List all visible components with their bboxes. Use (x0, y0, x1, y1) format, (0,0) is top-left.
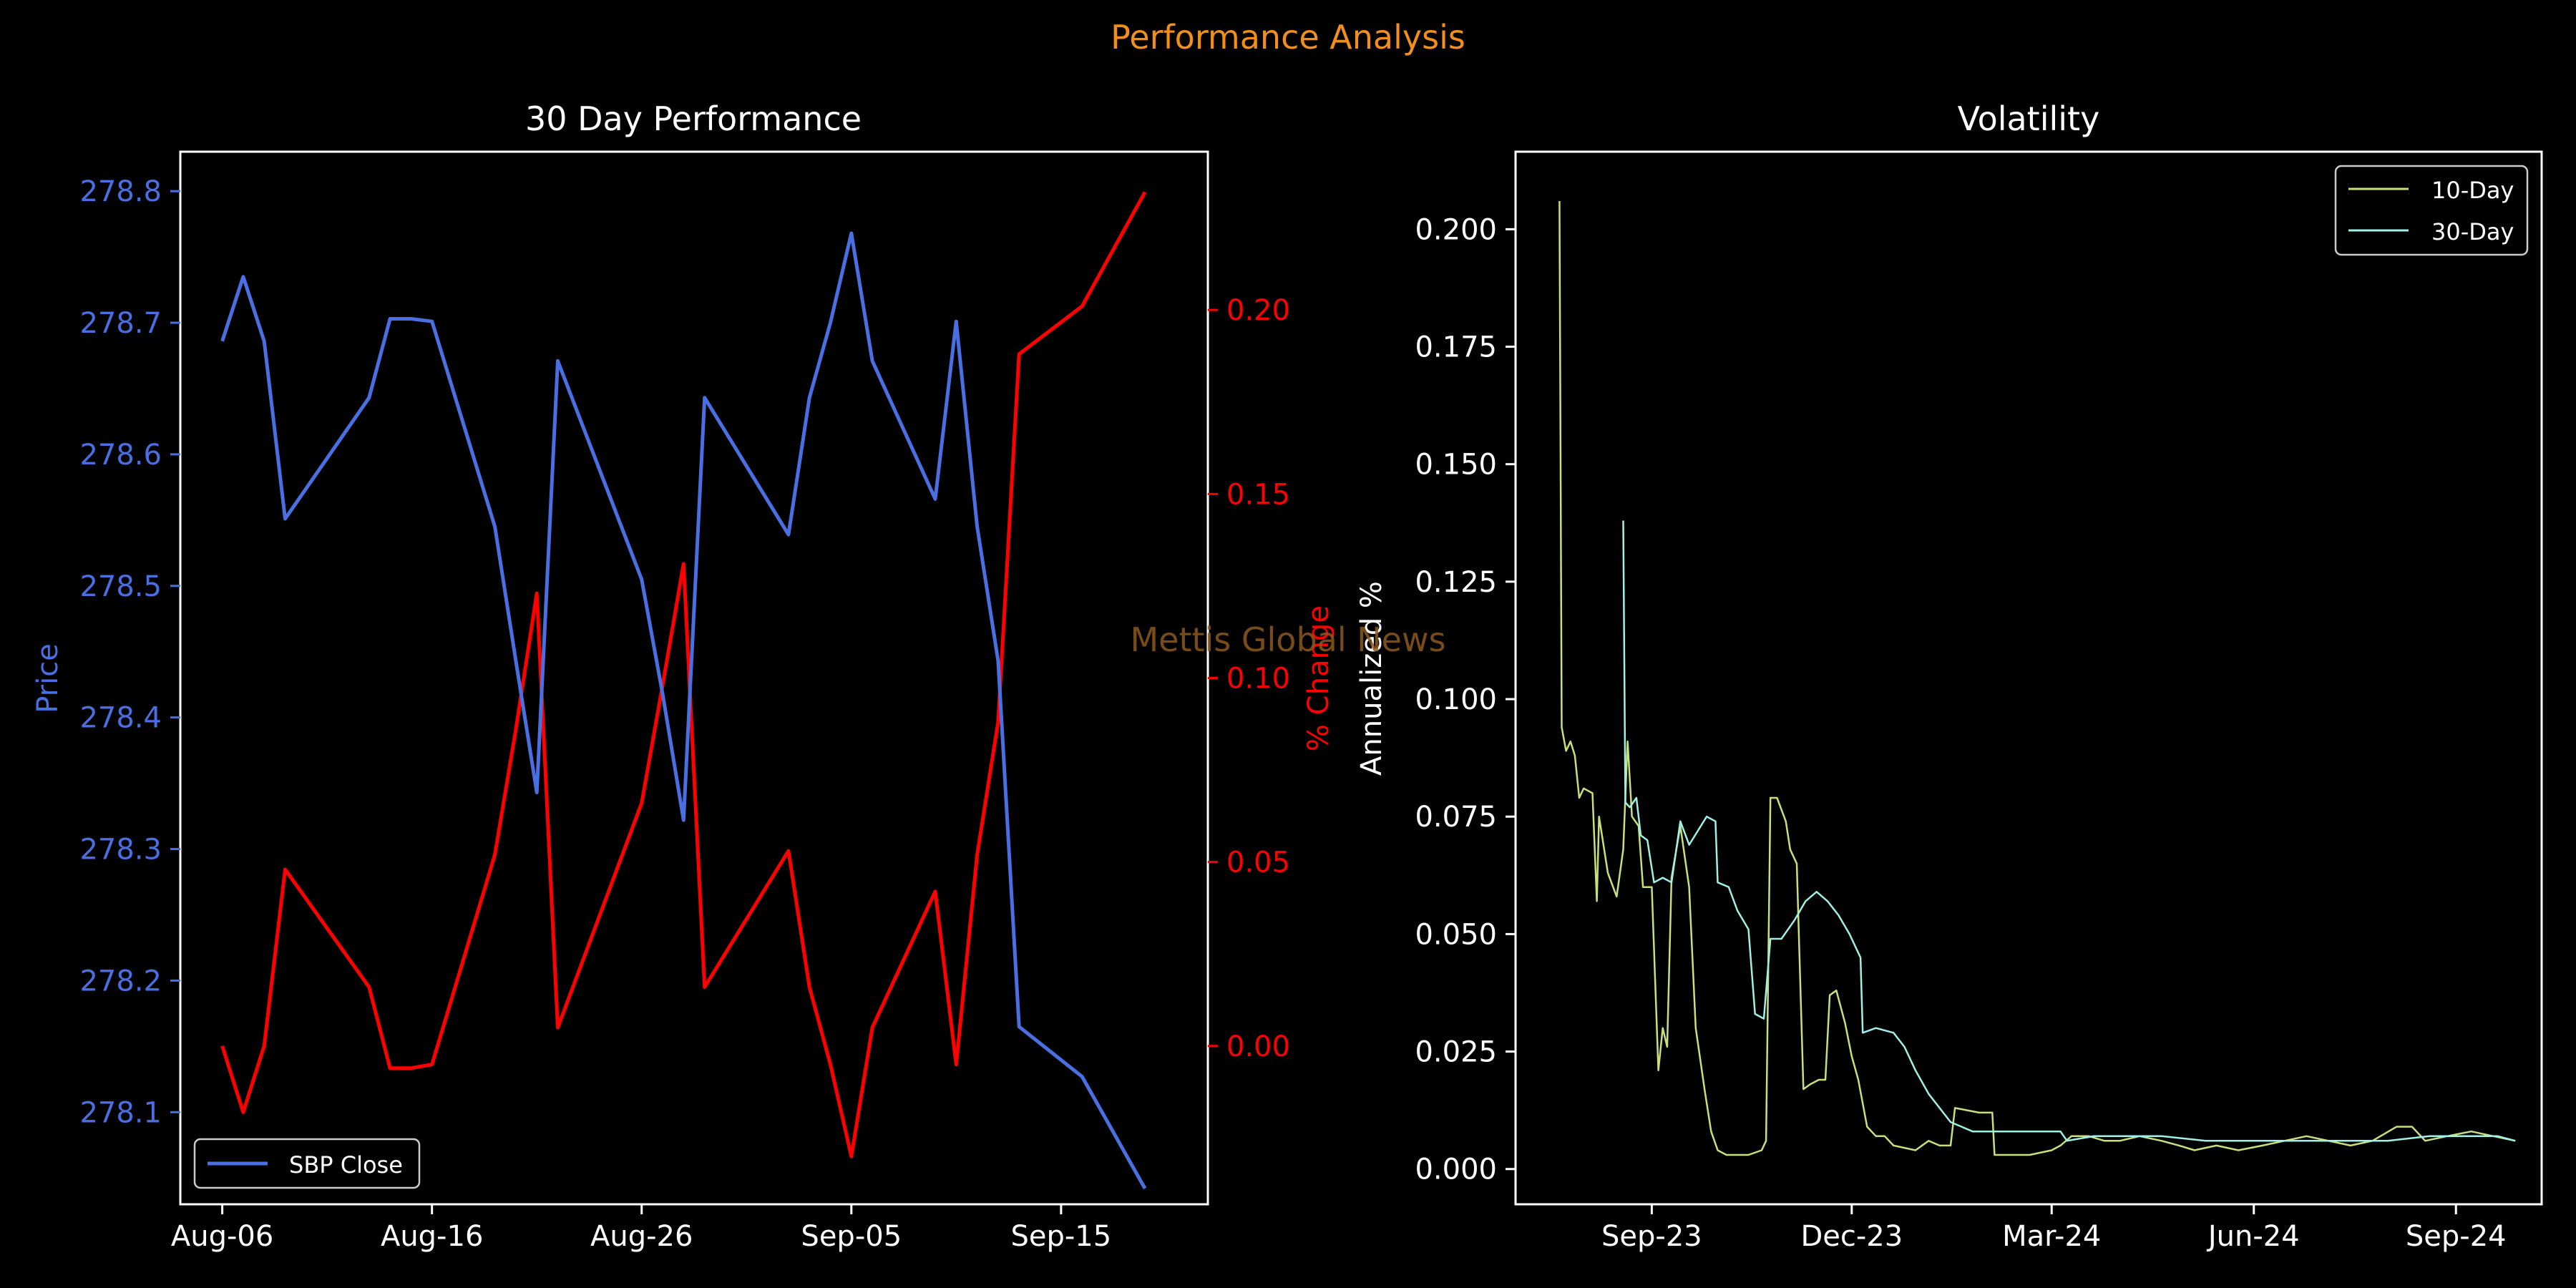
vol-x-tick-label-dec-23: Dec-23 (1800, 1220, 1903, 1253)
pct-change-axis-label: % Change (1302, 605, 1335, 751)
price-tick-label-278-2: 278.2 (79, 965, 162, 997)
x-tick-label-aug-16: Aug-16 (381, 1220, 483, 1253)
price-tick-label-278-1: 278.1 (79, 1096, 162, 1129)
pct-tick-label-0-00: 0.00 (1226, 1030, 1290, 1063)
vol-y-tick-label-0-100: 0.100 (1415, 683, 1497, 716)
pct-tick-label-0-10: 0.10 (1226, 663, 1290, 696)
series-line-pct-change (220, 191, 1147, 1158)
legend-label-10-day: 10-Day (2431, 177, 2514, 204)
price-tick-label-278-5: 278.5 (79, 570, 162, 603)
vol-x-tick-label-sep-24: Sep-24 (2406, 1220, 2507, 1253)
vol-y-tick-label-0-200: 0.200 (1415, 213, 1497, 246)
price-tick-label-278-7: 278.7 (79, 307, 162, 340)
vol-x-tick-label-sep-23: Sep-23 (1601, 1220, 1702, 1253)
x-tick-label-sep-15: Sep-15 (1010, 1220, 1111, 1253)
annualized-axis-label: Annualized % (1355, 581, 1388, 776)
legend-label-sbp-close: SBP Close (289, 1151, 403, 1179)
volatility-chart-frame (1514, 150, 2543, 1206)
watermark: Mettis Global News (1130, 620, 1445, 659)
x-tick-label-aug-06: Aug-06 (171, 1220, 273, 1253)
price-tick-label-278-6: 278.6 (79, 439, 162, 472)
performance-chart: 30 Day Performance Price % Change Aug-06… (31, 99, 1335, 1253)
volatility-chart: Volatility Annualized % Sep-23 Dec-23 Mar-… (1355, 99, 2543, 1253)
x-tick-label-aug-26: Aug-26 (590, 1220, 693, 1253)
volatility-legend: 10-Day 30-Day (2334, 165, 2529, 256)
pct-tick-label-0-15: 0.15 (1226, 478, 1290, 511)
vol-y-tick-label-0-075: 0.075 (1415, 801, 1497, 834)
vol-y-tick-label-0-150: 0.150 (1415, 449, 1497, 482)
performance-chart-title: 30 Day Performance (525, 99, 862, 138)
pct-tick-label-0-05: 0.05 (1226, 847, 1290, 879)
vol-y-tick-label-0-025: 0.025 (1415, 1036, 1497, 1069)
series-line-10-day (1558, 200, 2516, 1156)
price-tick-label-278-3: 278.3 (79, 834, 162, 867)
vol-y-tick-label-0-175: 0.175 (1415, 331, 1497, 364)
performance-legend-box (193, 1138, 421, 1189)
pct-tick-label-0-20: 0.20 (1226, 294, 1290, 327)
volatility-chart-title: Volatility (1958, 99, 2100, 138)
price-tick-label-278-4: 278.4 (79, 702, 162, 735)
vol-x-tick-label-mar-24: Mar-24 (2002, 1220, 2101, 1253)
price-axis-label: Price (31, 643, 64, 713)
vol-x-tick-label-jun-24: Jun-24 (2206, 1220, 2300, 1253)
x-tick-label-sep-05: Sep-05 (801, 1220, 902, 1253)
series-line-30-day (1622, 520, 2516, 1142)
performance-legend: SBP Close (193, 1138, 421, 1189)
figure-title: Performance Analysis (1111, 18, 1465, 57)
vol-y-tick-label-0-125: 0.125 (1415, 566, 1497, 599)
legend-label-30-day: 30-Day (2431, 218, 2514, 245)
series-line-sbp-close (220, 231, 1147, 1190)
vol-y-tick-label-0-000: 0.000 (1415, 1153, 1497, 1186)
vol-y-tick-label-0-050: 0.050 (1415, 918, 1497, 951)
price-tick-label-278-8: 278.8 (79, 175, 162, 208)
